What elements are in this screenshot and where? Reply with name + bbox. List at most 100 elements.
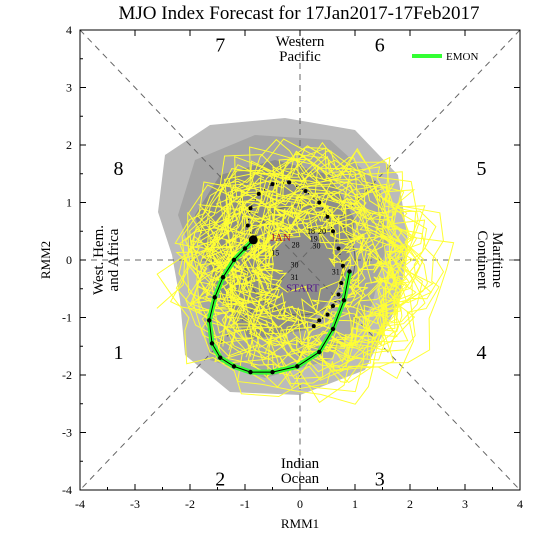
y-tick-label: 2 bbox=[66, 138, 72, 152]
phase-label: 1 bbox=[114, 342, 124, 364]
ensemble-mean-point bbox=[212, 295, 217, 300]
ensemble-mean-point bbox=[330, 326, 336, 332]
region-label-bottom: Indian bbox=[281, 456, 320, 472]
ensemble-mean-point bbox=[242, 246, 248, 251]
region-label-left: West. Hem. bbox=[91, 225, 107, 295]
ensemble-member-line bbox=[255, 193, 381, 327]
day-label: 30 bbox=[313, 242, 321, 251]
ensemble-member-line bbox=[169, 147, 420, 380]
observed-point bbox=[303, 189, 308, 193]
observed-point bbox=[256, 191, 261, 196]
ensemble-mean-group bbox=[206, 180, 352, 375]
ensemble-mean-centerline bbox=[208, 239, 350, 373]
observed-point bbox=[325, 214, 330, 219]
ensemble-member-line bbox=[196, 168, 408, 363]
day-label: 18 bbox=[307, 227, 315, 236]
observed-point bbox=[245, 223, 250, 228]
region-label-right: Continent bbox=[474, 230, 490, 290]
ensemble-mean-point bbox=[209, 341, 215, 346]
y-tick-label: 4 bbox=[66, 23, 72, 37]
ensemble-member-line bbox=[175, 141, 428, 378]
ensemble-member-line bbox=[199, 184, 402, 381]
unit-circle bbox=[244, 204, 356, 316]
observed-point bbox=[287, 180, 291, 185]
legend-label: EMON bbox=[446, 51, 478, 63]
ensemble-members bbox=[156, 138, 455, 405]
ensemble-mean-point bbox=[231, 257, 237, 263]
month-annotation: JAN bbox=[271, 232, 291, 244]
ensemble-mean-point bbox=[295, 364, 300, 369]
y-tick-label: 0 bbox=[66, 253, 72, 267]
observed-point bbox=[311, 324, 316, 329]
ensemble-member-line bbox=[202, 168, 400, 351]
start-marker bbox=[248, 235, 258, 245]
ensemble-member-line bbox=[178, 138, 428, 388]
observed-point bbox=[339, 281, 344, 285]
observed-point bbox=[336, 292, 341, 297]
x-tick-label: 4 bbox=[517, 497, 523, 511]
ensemble-mean-point bbox=[248, 369, 253, 375]
x-tick-label: 2 bbox=[407, 497, 413, 511]
x-tick-label: -1 bbox=[240, 497, 250, 511]
region-label-right: Maritime bbox=[489, 232, 505, 288]
day-label: 20 bbox=[318, 227, 326, 236]
diagonal-line bbox=[79, 29, 521, 491]
ensemble-member-line bbox=[206, 167, 409, 353]
region-label-top: Pacific bbox=[279, 49, 321, 65]
ensemble-member-line bbox=[187, 145, 444, 404]
ensemble-member-line bbox=[196, 138, 421, 371]
ensemble-mean-point bbox=[270, 369, 275, 375]
ensemble-mean-point bbox=[231, 364, 237, 369]
x-axis-label: RMM1 bbox=[281, 516, 319, 531]
region-label-top: Western bbox=[276, 34, 325, 50]
phase-label: 7 bbox=[215, 34, 225, 56]
ensemble-member-line bbox=[255, 201, 399, 353]
y-tick-label: 1 bbox=[66, 196, 72, 210]
phase-label: 3 bbox=[375, 469, 385, 491]
x-tick-label: 3 bbox=[462, 497, 468, 511]
ensemble-mean-point bbox=[347, 269, 352, 274]
ensemble-mean-point bbox=[218, 355, 223, 360]
chart-title: MJO Index Forecast for 17Jan2017-17Feb20… bbox=[119, 3, 480, 24]
x-tick-label: 1 bbox=[352, 497, 358, 511]
ensemble-member-line bbox=[221, 216, 369, 332]
ensemble-member-line bbox=[210, 147, 434, 347]
ensemble-mean-point bbox=[341, 298, 347, 303]
phase-label: 5 bbox=[477, 158, 487, 180]
phase-label: 4 bbox=[477, 342, 487, 364]
observed-point bbox=[340, 263, 345, 268]
ensemble-member-line bbox=[215, 155, 433, 373]
ensemble-mean-point bbox=[220, 275, 226, 280]
x-tick-label: 0 bbox=[297, 497, 303, 511]
phase-label: 2 bbox=[215, 469, 225, 491]
phase-label: 8 bbox=[114, 158, 124, 180]
y-tick-label: -2 bbox=[62, 368, 72, 382]
observed-point bbox=[317, 318, 322, 323]
ensemble-member-line bbox=[196, 171, 426, 385]
day-label: 31 bbox=[291, 273, 299, 282]
observed-point bbox=[331, 304, 335, 308]
start-annotation: START bbox=[286, 283, 320, 295]
legend: EMON bbox=[412, 51, 478, 63]
observed-point bbox=[317, 200, 322, 205]
ensemble-member-line bbox=[156, 160, 416, 398]
observed-point bbox=[331, 229, 335, 234]
day-label: 31 bbox=[332, 267, 340, 276]
x-tick-label: -4 bbox=[75, 497, 85, 511]
y-tick-label: -1 bbox=[62, 311, 72, 325]
y-tick-label: -4 bbox=[62, 483, 72, 497]
ensemble-member-line bbox=[251, 218, 366, 329]
y-tick-label: -3 bbox=[62, 426, 72, 440]
day-label: 28 bbox=[292, 240, 300, 249]
ensemble-member-line bbox=[221, 203, 363, 345]
ensemble-mean-point bbox=[207, 318, 212, 323]
y-tick-label: 3 bbox=[66, 81, 72, 95]
ensemble-mean-point bbox=[317, 349, 322, 355]
y-axis-label: RMM2 bbox=[38, 241, 53, 279]
day-label: 30 bbox=[291, 260, 299, 269]
day-label: 19 bbox=[310, 235, 318, 244]
day-label: 1 bbox=[254, 233, 258, 242]
diagonal-line bbox=[79, 29, 521, 491]
